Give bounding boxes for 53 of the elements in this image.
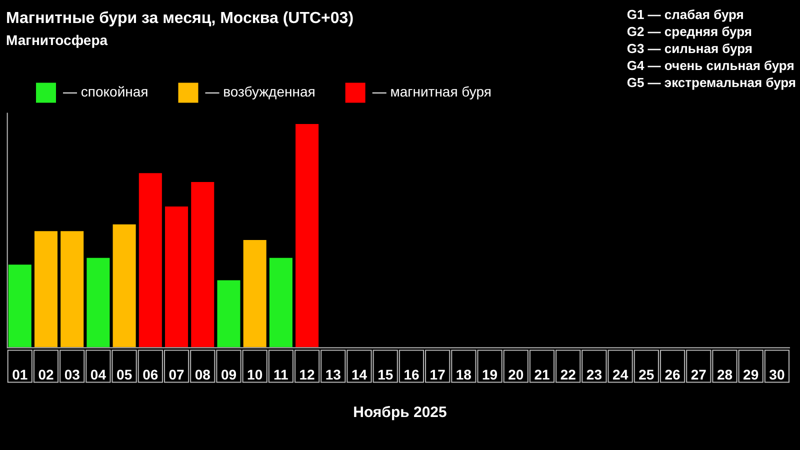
bar <box>8 264 32 348</box>
text: G1 — слабая буря <box>626 6 745 23</box>
x-tick-label: 07 <box>168 366 185 382</box>
chart-title: Магнитные бури за месяц, Москва (UTC+03) <box>6 10 354 28</box>
x-tick-label: 19 <box>482 366 498 382</box>
legend-label: — возбужденная <box>205 84 316 100</box>
x-axis-title: Ноябрь 2025 <box>352 404 448 421</box>
legend-label: — магнитная буря <box>372 84 492 100</box>
x-tick-label: 22 <box>560 366 576 382</box>
x-tick-label: 21 <box>534 366 550 382</box>
x-tick-label: 05 <box>116 366 132 382</box>
x-tick-label: 03 <box>64 366 80 382</box>
bar <box>191 182 214 348</box>
x-tick-label: 12 <box>299 366 316 382</box>
x-tick-label: 24 <box>612 366 628 382</box>
x-tick-label: 23 <box>586 366 602 382</box>
x-tick-label: 29 <box>743 366 759 382</box>
x-tick-label: 30 <box>769 366 785 382</box>
x-tick-label: 25 <box>638 366 654 382</box>
x-tick-label: 17 <box>430 366 446 382</box>
x-tick-label: 10 <box>247 366 263 382</box>
legend-title: Магнитосфера <box>6 32 108 48</box>
x-tick-label: 08 <box>194 366 211 382</box>
x-tick-label: 11 <box>274 366 289 382</box>
text: G5 — экстремальная буря <box>626 74 796 91</box>
x-tick-label: 14 <box>351 366 368 382</box>
text: G3 — сильная буря <box>626 40 754 57</box>
bar <box>34 231 58 348</box>
x-tick-label: 13 <box>325 366 342 382</box>
x-tick-label: 16 <box>404 366 420 382</box>
x-tick-label: 18 <box>456 366 472 382</box>
legend-label: — спокойная <box>63 84 148 100</box>
bar <box>269 258 292 348</box>
x-tick-label: 04 <box>90 366 106 382</box>
x-tick-label: 15 <box>378 366 394 382</box>
x-tick-label: 09 <box>220 366 237 382</box>
text: G4 — очень сильная буря <box>626 57 796 74</box>
bar <box>165 206 188 348</box>
x-tick-label: 20 <box>508 366 524 382</box>
bar <box>112 224 136 348</box>
x-tick-label: 27 <box>690 366 707 382</box>
x-tick-label: 28 <box>716 366 733 382</box>
bar <box>217 280 240 348</box>
x-tick-label: 02 <box>38 366 54 382</box>
bar <box>60 231 84 348</box>
x-tick-label: 26 <box>664 366 681 382</box>
bar <box>138 173 162 348</box>
x-tick-label: 06 <box>142 366 158 382</box>
x-tick-label: 01 <box>12 366 28 382</box>
bar <box>243 240 266 348</box>
bar <box>86 258 110 348</box>
bar <box>296 124 319 348</box>
text: G2 — средняя буря <box>626 23 753 40</box>
